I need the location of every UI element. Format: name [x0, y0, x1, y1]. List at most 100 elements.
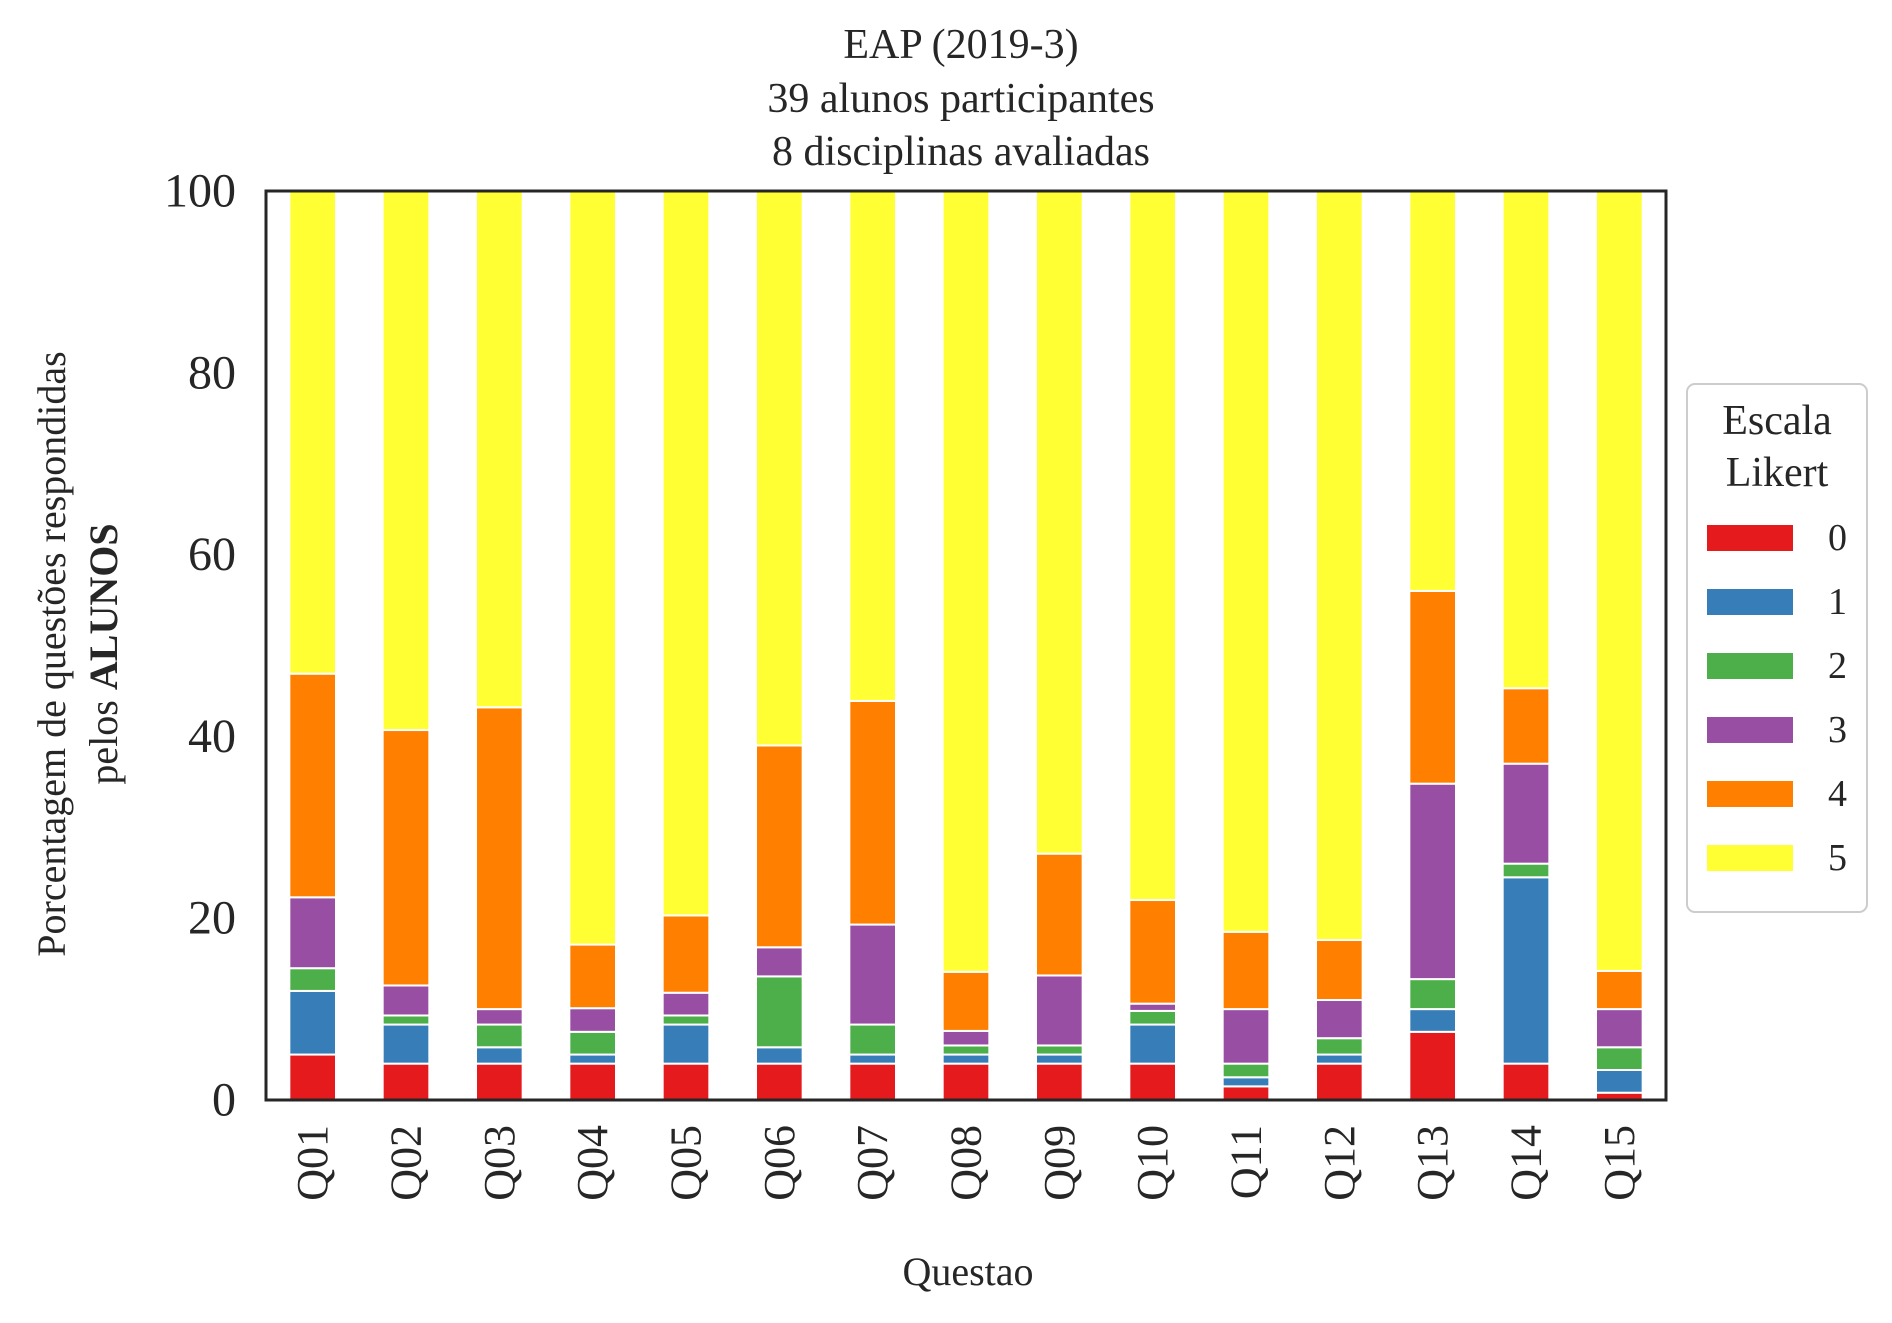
bar-segment-Q05-likert-1 — [661, 1023, 711, 1065]
bar-segment-Q04-likert-1 — [568, 1053, 617, 1065]
bar-segment-Q14-likert-1 — [1501, 876, 1551, 1065]
bar-segment-Q08-likert-0 — [941, 1062, 991, 1102]
bar-segment-Q02-likert-2 — [381, 1014, 431, 1026]
legend-swatch-4 — [1707, 781, 1793, 807]
legend: Escala Likert 0 1 2 3 4 5 — [1686, 383, 1868, 913]
bar-segment-Q12-likert-5 — [1315, 190, 1364, 942]
bar-segment-Q14-likert-0 — [1501, 1062, 1551, 1102]
chart-title-line-1: EAP (2019-3) — [843, 22, 1078, 68]
legend-swatch-1 — [1707, 589, 1793, 615]
bar-segment-Q02-likert-5 — [381, 190, 431, 732]
y-tick-label: 0 — [212, 1074, 236, 1127]
legend-label-2: 2 — [1828, 645, 1847, 687]
bar-segment-Q09-likert-2 — [1035, 1044, 1084, 1056]
bar-segment-Q10-likert-1 — [1128, 1023, 1178, 1065]
bar-segment-Q15-likert-1 — [1595, 1069, 1644, 1094]
bar-segment-Q04-likert-0 — [568, 1062, 617, 1102]
bar-segment-Q05-likert-5 — [661, 190, 711, 917]
chart-title-line-3: 8 disciplinas avaliadas — [772, 129, 1150, 175]
legend-label-1: 1 — [1828, 581, 1847, 623]
bar-segment-Q03-likert-5 — [475, 190, 524, 709]
chart-title: EAP (2019-3) 39 alunos participantes 8 d… — [767, 22, 1154, 175]
bar-segment-Q11-likert-2 — [1221, 1062, 1271, 1079]
x-tick-label: Q11 — [1222, 1125, 1271, 1199]
bar-segment-Q01-likert-5 — [288, 190, 338, 675]
legend-label-5: 5 — [1828, 837, 1847, 879]
bar-segment-Q15-likert-5 — [1595, 190, 1644, 972]
bar-segment-Q06-likert-0 — [755, 1062, 804, 1102]
bar-segment-Q14-likert-3 — [1501, 762, 1551, 865]
bar-segment-Q03-likert-0 — [475, 1062, 524, 1102]
bar-segment-Q13-likert-4 — [1408, 589, 1458, 785]
bar-segment-Q01-likert-1 — [288, 989, 338, 1056]
bar-segment-Q13-likert-2 — [1408, 978, 1458, 1011]
bars — [288, 190, 1644, 1102]
y-tick-label: 100 — [164, 165, 236, 218]
legend-title-line-2: Likert — [1726, 450, 1829, 496]
bar-segment-Q05-likert-0 — [661, 1062, 711, 1102]
bar-segment-Q09-likert-3 — [1035, 974, 1084, 1047]
x-tick-label: Q08 — [942, 1125, 991, 1201]
bar-segment-Q01-likert-0 — [288, 1053, 338, 1102]
x-tick-label: Q02 — [382, 1125, 431, 1201]
bar-segment-Q08-likert-5 — [941, 190, 991, 973]
bar-segment-Q13-likert-0 — [1408, 1030, 1458, 1101]
bar-segment-Q06-likert-5 — [755, 190, 804, 747]
bar-segment-Q10-likert-0 — [1128, 1062, 1178, 1102]
y-tick-label: 80 — [188, 346, 236, 399]
bar-segment-Q01-likert-4 — [288, 672, 338, 899]
bar-segment-Q03-likert-3 — [475, 1008, 524, 1026]
bar-segment-Q12-likert-1 — [1315, 1053, 1364, 1065]
bar-segment-Q01-likert-3 — [288, 896, 338, 970]
bar-segment-Q05-likert-2 — [661, 1014, 711, 1026]
legend-label-0: 0 — [1828, 517, 1847, 559]
x-tick-label: Q12 — [1315, 1125, 1364, 1201]
legend-swatch-2 — [1707, 653, 1793, 679]
x-tick-label: Q06 — [755, 1125, 804, 1201]
bar-segment-Q07-likert-5 — [848, 190, 897, 702]
bar-segment-Q13-likert-1 — [1408, 1008, 1458, 1033]
bar-segment-Q07-likert-3 — [848, 923, 897, 1026]
legend-swatch-0 — [1707, 525, 1793, 551]
bar-segment-Q03-likert-2 — [475, 1023, 524, 1049]
bar-segment-Q15-likert-3 — [1595, 1008, 1644, 1049]
legend-title-line-1: Escala — [1722, 398, 1832, 444]
bar-segment-Q08-likert-4 — [941, 970, 991, 1032]
bar-segment-Q09-likert-1 — [1035, 1053, 1084, 1065]
bar-segment-Q11-likert-3 — [1221, 1008, 1271, 1065]
bar-segment-Q08-likert-2 — [941, 1044, 991, 1056]
bar-segment-Q03-likert-1 — [475, 1046, 524, 1065]
bar-segment-Q04-likert-2 — [568, 1030, 617, 1056]
bar-segment-Q10-likert-5 — [1128, 190, 1178, 902]
x-tick-label: Q05 — [662, 1125, 711, 1201]
bar-segment-Q06-likert-2 — [755, 975, 804, 1049]
bar-segment-Q15-likert-2 — [1595, 1046, 1644, 1072]
y-axis-label-prefix: pelos — [81, 690, 126, 784]
bar-segment-Q06-likert-3 — [755, 946, 804, 978]
x-tick-label: Q10 — [1128, 1125, 1177, 1201]
legend-frame — [1686, 383, 1868, 913]
bar-segment-Q09-likert-0 — [1035, 1062, 1084, 1102]
bar-segment-Q06-likert-4 — [755, 744, 804, 949]
bar-segment-Q02-likert-1 — [381, 1023, 431, 1065]
bar-segment-Q14-likert-2 — [1501, 862, 1551, 879]
legend-label-4: 4 — [1828, 773, 1847, 815]
bar-segment-Q05-likert-4 — [661, 914, 711, 994]
bar-segment-Q13-likert-5 — [1408, 190, 1458, 592]
bar-segment-Q14-likert-5 — [1501, 190, 1551, 690]
bar-segment-Q10-likert-4 — [1128, 899, 1178, 1005]
bar-segment-Q08-likert-1 — [941, 1053, 991, 1065]
x-axis-ticks: Q01 Q02 Q03 Q04 Q05 Q06 Q07 Q08 Q09 Q10 Q11 Q12 Q13 Q… — [288, 1125, 1644, 1201]
bar-segment-Q14-likert-4 — [1501, 687, 1551, 765]
x-tick-label: Q14 — [1502, 1125, 1551, 1201]
x-tick-label: Q01 — [288, 1125, 337, 1201]
legend-label-3: 3 — [1828, 709, 1847, 751]
bar-segment-Q12-likert-2 — [1315, 1037, 1364, 1056]
x-tick-label: Q15 — [1595, 1125, 1644, 1201]
bar-segment-Q03-likert-4 — [475, 706, 524, 1011]
bar-segment-Q05-likert-3 — [661, 991, 711, 1017]
bar-segment-Q09-likert-5 — [1035, 190, 1084, 855]
legend-swatch-3 — [1707, 717, 1793, 743]
